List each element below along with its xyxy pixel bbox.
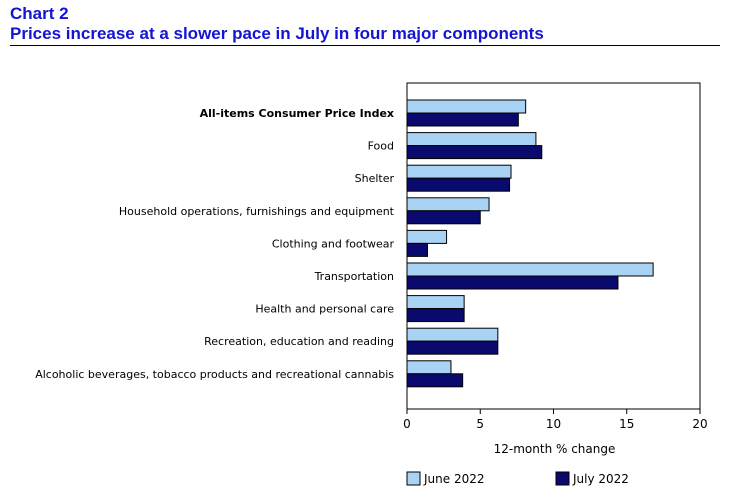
bar-july-7 <box>406 340 499 355</box>
bar-june-2 <box>406 164 512 179</box>
category-label: Shelter <box>355 172 395 185</box>
category-label: Clothing and footwear <box>272 237 395 250</box>
category-label: All-items Consumer Price Index <box>200 107 394 120</box>
bar-june-5 <box>406 262 654 277</box>
chart-title: Prices increase at a slower pace in July… <box>10 24 544 43</box>
bar-june-8 <box>406 360 452 375</box>
bar-july-5 <box>406 275 619 290</box>
bar-june-1 <box>406 132 537 147</box>
bar-july-4 <box>406 242 429 257</box>
bar-july-1 <box>406 145 543 160</box>
category-label: Transportation <box>314 270 394 283</box>
x-tick-label: 15 <box>619 417 634 431</box>
title-rule <box>10 45 720 46</box>
category-label: Food <box>368 140 394 153</box>
bar-july-2 <box>406 177 511 192</box>
bar-july-3 <box>406 210 481 225</box>
x-axis-title: 12-month % change <box>494 442 616 456</box>
bar-june-3 <box>406 197 490 212</box>
bar-june-6 <box>406 295 465 310</box>
legend-swatch-july <box>555 471 570 486</box>
plot-frame <box>406 82 701 410</box>
legend-swatch-june <box>406 471 421 486</box>
category-label: Health and personal care <box>255 303 394 316</box>
x-tick-label: 10 <box>546 417 561 431</box>
bar-july-6 <box>406 308 465 323</box>
bar-july-0 <box>406 112 519 127</box>
bar-june-4 <box>406 229 448 244</box>
category-label: Alcoholic beverages, tobacco products an… <box>35 368 394 381</box>
category-label: Household operations, furnishings and eq… <box>119 205 395 218</box>
bar-july-8 <box>406 373 464 388</box>
chart-number: Chart 2 <box>10 4 69 23</box>
legend-label-june: June 2022 <box>423 472 485 486</box>
x-tick-label: 0 <box>403 417 411 431</box>
x-tick-label: 20 <box>692 417 707 431</box>
x-tick-label: 5 <box>476 417 484 431</box>
bar-june-0 <box>406 99 527 114</box>
chart-heading: Chart 2 Prices increase at a slower pace… <box>10 4 544 44</box>
legend-label-july: July 2022 <box>572 472 629 486</box>
category-label: Recreation, education and reading <box>204 335 394 348</box>
bar-june-7 <box>406 327 499 342</box>
